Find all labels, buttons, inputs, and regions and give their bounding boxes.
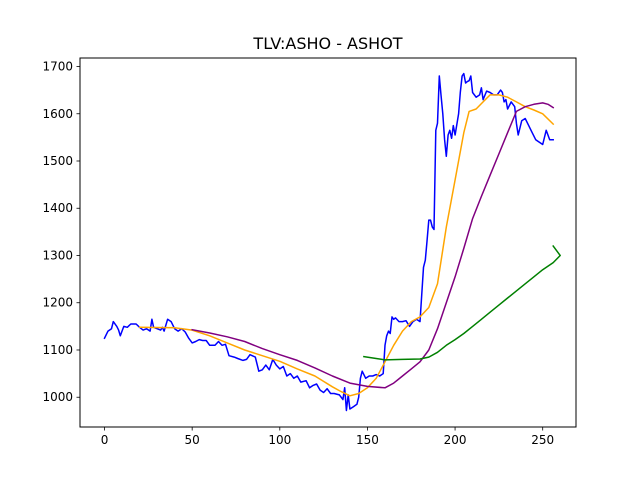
chart-title: TLV:ASHO - ASHOT [252, 34, 402, 53]
x-tick-label: 0 [101, 433, 109, 447]
y-tick-label: 1600 [42, 107, 73, 121]
plot-lines [103, 72, 561, 412]
series-line-4 [363, 244, 561, 361]
y-tick-label: 1400 [42, 201, 73, 215]
series-line-3 [191, 102, 555, 389]
series-line-1 [103, 72, 554, 412]
x-tick-label: 100 [268, 433, 291, 447]
y-tick-label: 1300 [42, 248, 73, 262]
y-axis: 1000 1100 1200 1300 1400 1500 1600 1700 [42, 60, 80, 404]
x-tick-label: 250 [531, 433, 554, 447]
x-tick-label: 150 [356, 433, 379, 447]
y-tick-label: 1700 [42, 60, 73, 74]
y-tick-label: 1200 [42, 296, 73, 310]
x-tick-label: 50 [185, 433, 200, 447]
y-tick-label: 1500 [42, 154, 73, 168]
x-axis: 0 50 100 150 200 250 [101, 427, 554, 447]
x-tick-label: 200 [444, 433, 467, 447]
y-tick-label: 1000 [42, 390, 73, 404]
y-tick-label: 1100 [42, 343, 73, 357]
plot-frame [79, 57, 577, 428]
series-line-2 [138, 94, 555, 397]
